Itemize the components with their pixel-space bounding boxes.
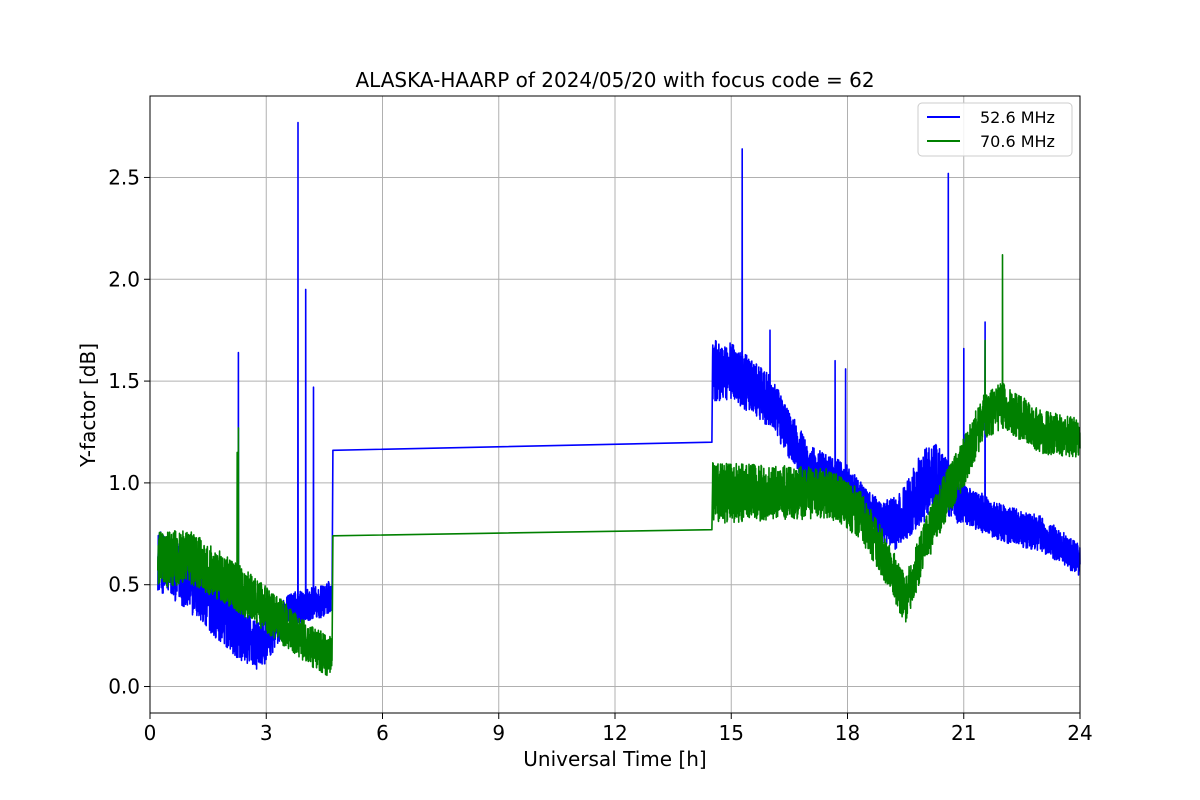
chart-title: ALASKA-HAARP of 2024/05/20 with focus co…: [355, 68, 874, 92]
x-tick-label: 21: [951, 721, 976, 745]
series-layer: [157, 121, 1081, 677]
series-line-70-6-mhz: [157, 254, 1081, 677]
x-tick-label: 15: [719, 721, 744, 745]
x-tick-label: 0: [144, 721, 157, 745]
legend-label-70-6: 70.6 MHz: [980, 132, 1055, 151]
y-tick-label: 2.0: [108, 267, 140, 291]
x-tick-label: 12: [602, 721, 627, 745]
y-tick-label: 0.5: [108, 573, 140, 597]
x-axis: 0 3 6 9 12 15 18 21 24: [144, 713, 1093, 745]
x-tick-label: 18: [835, 721, 860, 745]
y-tick-label: 0.0: [108, 675, 140, 699]
x-tick-label: 24: [1067, 721, 1092, 745]
y-tick-label: 1.5: [108, 369, 140, 393]
x-tick-label: 3: [260, 721, 273, 745]
legend-label-52-6: 52.6 MHz: [980, 108, 1055, 127]
y-tick-label: 2.5: [108, 165, 140, 189]
x-axis-label: Universal Time [h]: [523, 747, 706, 771]
y-tick-label: 1.0: [108, 471, 140, 495]
legend: 52.6 MHz 70.6 MHz: [917, 102, 1073, 157]
y-axis-label: Y-factor [dB]: [76, 343, 100, 468]
y-axis: 0.0 0.5 1.0 1.5 2.0 2.5: [108, 165, 150, 699]
x-tick-label: 9: [492, 721, 505, 745]
x-tick-label: 6: [376, 721, 389, 745]
